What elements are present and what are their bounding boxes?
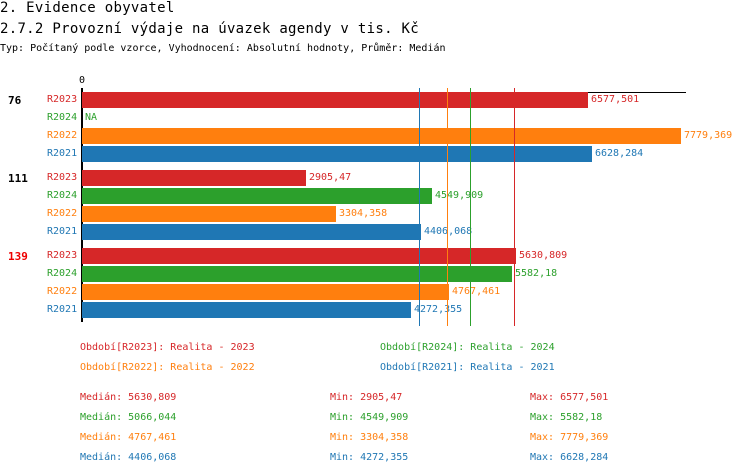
legend-item: Období[R2022]: Realita - 2022 xyxy=(80,362,255,373)
median-stat: Medián: 5066,044 xyxy=(80,412,177,423)
bar xyxy=(82,170,306,186)
bar xyxy=(82,302,411,318)
data-label: 4549,909 xyxy=(435,190,484,201)
median-stat: Medián: 4767,461 xyxy=(80,432,177,443)
min-stat: Min: 2905,47 xyxy=(330,392,403,403)
data-label: 5582,18 xyxy=(515,268,558,279)
median-line xyxy=(470,88,471,326)
median-line xyxy=(419,88,420,326)
series-label: R2021 xyxy=(47,226,78,237)
group-label: 76 xyxy=(8,94,22,107)
bar-chart: 0 76 R2023 6577,501 R2024 NA R2022 7779,369 R202… xyxy=(8,75,733,326)
min-stat: Min: 3304,358 xyxy=(330,432,409,443)
bar xyxy=(82,284,449,300)
data-label: 5630,809 xyxy=(519,250,568,261)
min-stat: Min: 4272,355 xyxy=(330,452,409,463)
median-line xyxy=(514,88,515,326)
median-stat: Medián: 4406,068 xyxy=(80,452,177,463)
bar xyxy=(82,188,432,204)
min-stat: Min: 4549,909 xyxy=(330,412,409,423)
y-axis-line xyxy=(81,88,83,322)
series-label: R2022 xyxy=(47,286,78,297)
series-label: R2023 xyxy=(47,250,78,261)
max-stat: Max: 7779,369 xyxy=(530,432,609,443)
series-label: R2024 xyxy=(47,268,78,279)
chart-title: 2.7.2 Provozní výdaje na úvazek agendy v… xyxy=(0,21,419,37)
series-label: R2024 xyxy=(47,190,78,201)
median-stat: Medián: 5630,809 xyxy=(80,392,177,403)
group-label: 139 xyxy=(8,250,28,263)
data-label: 6628,284 xyxy=(595,148,644,159)
group-label: 111 xyxy=(8,172,28,185)
legend-item: Období[R2023]: Realita - 2023 xyxy=(80,342,255,353)
bar xyxy=(82,224,421,240)
median-line xyxy=(447,88,448,326)
bar xyxy=(82,146,592,162)
series-label: R2021 xyxy=(47,304,78,315)
max-stat: Max: 6628,284 xyxy=(530,452,609,463)
data-label: 6577,501 xyxy=(591,94,640,105)
data-label: 4272,355 xyxy=(414,304,463,315)
section-title: 2. Evidence obyvatel xyxy=(0,0,175,16)
legend-item: Období[R2021]: Realita - 2021 xyxy=(380,362,555,373)
series-label: R2023 xyxy=(47,172,78,183)
bar xyxy=(82,128,681,144)
series-label: R2022 xyxy=(47,208,78,219)
series-label: R2022 xyxy=(47,130,78,141)
bar xyxy=(82,248,516,264)
max-stat: Max: 5582,18 xyxy=(530,412,603,423)
series-label: R2024 xyxy=(47,112,78,123)
data-label: NA xyxy=(85,112,98,123)
legend-item: Období[R2024]: Realita - 2024 xyxy=(380,342,555,353)
bar xyxy=(82,206,336,222)
max-stat: Max: 6577,501 xyxy=(530,392,609,403)
chart-info: Typ: Počítaný podle vzorce, Vyhodnocení:… xyxy=(0,43,446,54)
data-label: 3304,358 xyxy=(339,208,388,219)
x-tick-label: 0 xyxy=(79,75,86,86)
series-label: R2023 xyxy=(47,94,78,105)
data-label: 4767,461 xyxy=(452,286,501,297)
data-label: 7779,369 xyxy=(684,130,733,141)
data-label: 4406,068 xyxy=(424,226,473,237)
data-label: 2905,47 xyxy=(309,172,352,183)
bar xyxy=(82,92,588,108)
bar xyxy=(82,266,512,282)
series-label: R2021 xyxy=(47,148,78,159)
